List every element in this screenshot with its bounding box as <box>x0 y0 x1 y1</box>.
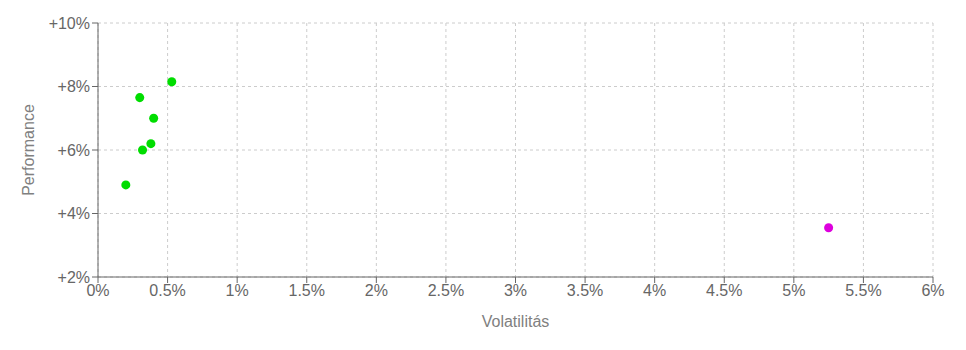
svg-text:4.5%: 4.5% <box>706 282 742 299</box>
svg-text:3%: 3% <box>504 282 527 299</box>
svg-text:0.5%: 0.5% <box>149 282 185 299</box>
svg-text:+10%: +10% <box>49 15 90 32</box>
svg-text:3.5%: 3.5% <box>567 282 603 299</box>
svg-text:4%: 4% <box>643 282 666 299</box>
svg-text:5.5%: 5.5% <box>845 282 881 299</box>
svg-text:1%: 1% <box>226 282 249 299</box>
svg-text:+4%: +4% <box>58 205 90 222</box>
svg-text:0%: 0% <box>86 282 110 300</box>
svg-text:5%: 5% <box>782 282 805 299</box>
svg-text:+2%: +2% <box>58 269 90 286</box>
svg-text:+8%: +8% <box>58 78 90 95</box>
svg-text:Performance: Performance <box>20 104 37 196</box>
svg-text:2.5%: 2.5% <box>428 282 464 299</box>
svg-text:2%: 2% <box>365 282 388 299</box>
svg-text:+6%: +6% <box>58 142 90 159</box>
svg-text:1.5%: 1.5% <box>289 282 325 299</box>
svg-text:Volatilitás: Volatilitás <box>482 313 550 330</box>
svg-text:6%: 6% <box>921 282 944 299</box>
